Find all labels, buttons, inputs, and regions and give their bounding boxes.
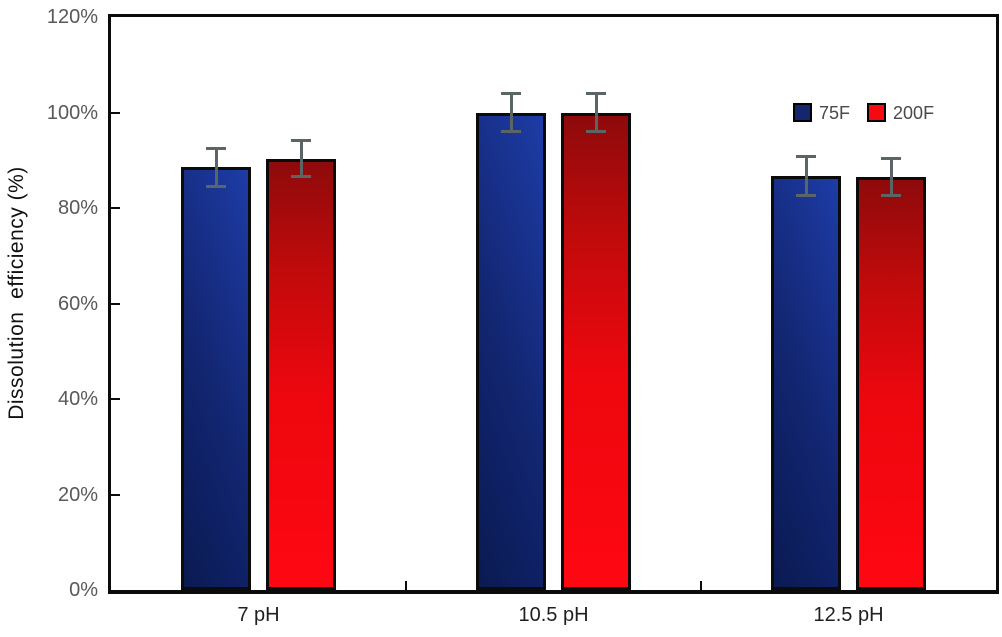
x-category-label-10.5-pH: 10.5 pH (518, 604, 589, 626)
x-category-label-12.5-pH: 12.5 pH (813, 604, 884, 626)
error-bar-75F-7-pH (206, 146, 226, 188)
error-line (214, 146, 218, 188)
y-tick-label-0%: 0% (69, 579, 98, 601)
error-bar-75F-10.5-pH (501, 92, 521, 133)
y-tick-label-80%: 80% (57, 197, 98, 219)
legend-swatch-200F (867, 103, 887, 122)
y-tick-mark (111, 398, 120, 400)
bar-75F-7-pH (181, 167, 251, 590)
y-tick-mark (111, 111, 120, 114)
x-category-label-7-pH: 7 pH (237, 604, 280, 626)
y-tick-mark (111, 493, 120, 496)
error-bar-200F-12.5-pH (881, 156, 901, 198)
legend-label-200F: 200F (893, 102, 935, 123)
error-line (509, 92, 513, 133)
y-tick-label-40%: 40% (57, 388, 98, 410)
y-tick-label-100%: 100% (46, 101, 98, 124)
bar-200F-12.5-pH (856, 176, 926, 590)
error-line (889, 156, 893, 198)
y-tick-label-20%: 20% (57, 483, 98, 506)
bar-75F-10.5-pH (476, 112, 546, 590)
bars-layer (111, 17, 996, 590)
error-bar-75F-12.5-pH (796, 155, 816, 197)
y-tick-mark (111, 302, 120, 305)
y-tick-mark (111, 207, 120, 209)
legend-swatch-75F (793, 103, 812, 122)
legend-item-200F: 200F (867, 103, 934, 122)
y-tick-label-60%: 60% (57, 292, 98, 315)
error-line (594, 92, 598, 133)
bar-200F-7-pH (266, 158, 336, 590)
error-line (299, 139, 303, 179)
x-tick-mark (700, 581, 702, 590)
error-line (804, 155, 808, 197)
legend-label-75F: 75F (819, 102, 851, 123)
error-bar-200F-10.5-pH (586, 92, 606, 133)
y-tick-label-120%: 120% (46, 6, 98, 28)
plot-area (108, 14, 999, 594)
x-tick-mark (405, 581, 407, 590)
legend: 75F 200F (793, 103, 934, 122)
bar-75F-12.5-pH (771, 176, 841, 590)
legend-item-75F: 75F (793, 103, 850, 122)
bar-200F-10.5-pH (561, 112, 631, 590)
error-bar-200F-7-pH (291, 139, 311, 179)
error-bars-layer (111, 17, 996, 590)
ticks-layer (111, 17, 996, 590)
